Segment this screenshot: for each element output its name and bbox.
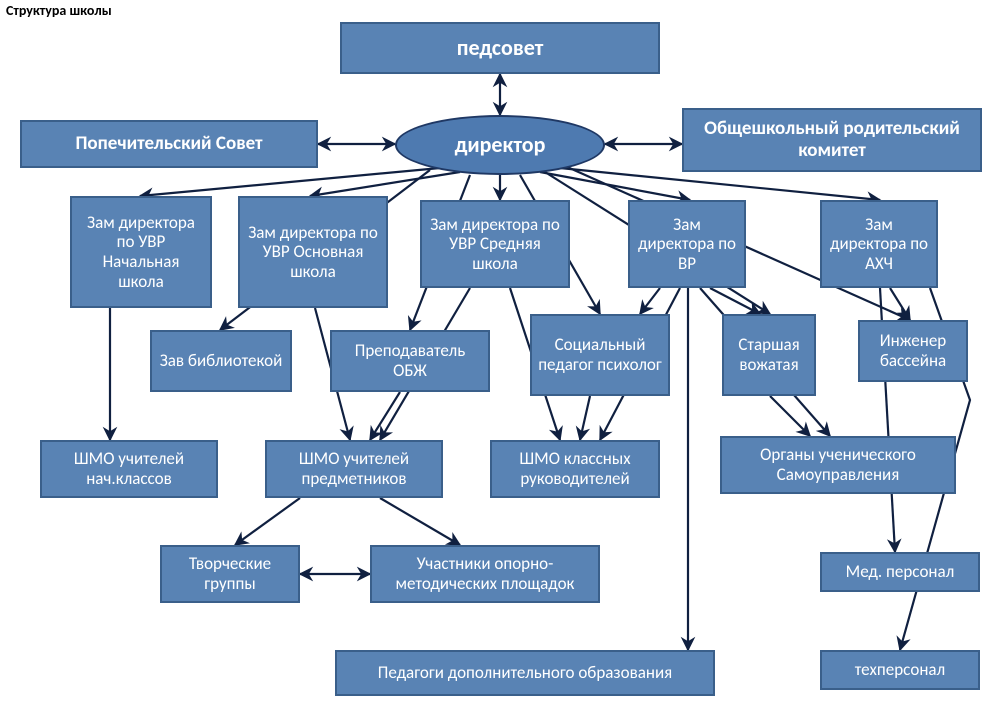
- node-zam_uvr_main: Зам директора по УВР Основная школа: [238, 196, 388, 308]
- node-shmo_subj: ШМО учителей предметников: [265, 440, 443, 498]
- node-obzh: Преподаватель ОБЖ: [330, 330, 490, 392]
- node-zam_ahch: Зам директора по АХЧ: [820, 200, 938, 288]
- node-oporno: Участники опорно-методических площадок: [370, 545, 600, 603]
- node-dopobr: Педагоги дополнительного образования: [335, 650, 715, 696]
- node-lib: Зав библиотекой: [150, 330, 292, 392]
- node-trustees: Попечительский Совет: [20, 120, 318, 168]
- diagram-stage: { "page_title": "Структура школы", "titl…: [0, 0, 1000, 723]
- node-creative: Творческие группы: [160, 545, 300, 603]
- node-zam_vr: Зам директора по ВР: [628, 200, 746, 288]
- node-vozhataya: Старшая вожатая: [722, 314, 816, 396]
- page-title: Структура школы: [6, 2, 112, 19]
- node-zam_uvr_primary: Зам директора по УВР Начальная школа: [70, 196, 212, 308]
- node-socped: Социальный педагог психолог: [530, 314, 670, 396]
- node-shmo_class: ШМО классных руководителей: [490, 440, 660, 498]
- node-tech: техперсонал: [820, 650, 980, 690]
- node-shmo_primary: ШМО учителей нач.классов: [40, 440, 218, 498]
- node-student_gov: Органы ученического Самоуправления: [720, 436, 956, 494]
- node-zam_uvr_senior: Зам директора по УВР Средняя школа: [420, 200, 570, 288]
- node-medstaff: Мед. персонал: [820, 552, 980, 592]
- node-parents: Общешкольный родительский комитет: [682, 108, 982, 172]
- node-engineer: Инженер бассейна: [858, 320, 968, 382]
- node-pedsovet: педсовет: [340, 22, 660, 74]
- node-director: директор: [395, 115, 605, 175]
